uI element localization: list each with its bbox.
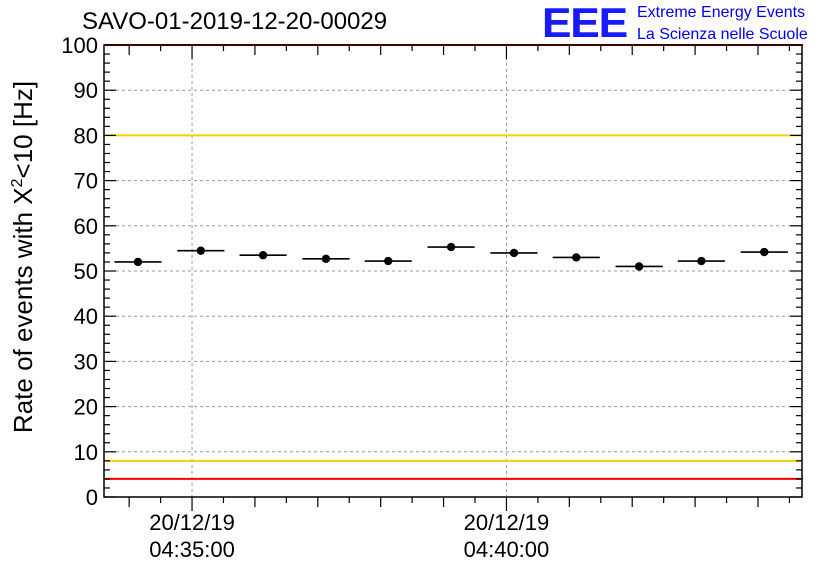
y-tick-label: 90 [74,78,98,103]
data-point [697,256,706,266]
y-tick-label: 60 [74,214,98,239]
y-tick-label: 30 [74,349,98,374]
data-point [258,250,268,260]
y-tick-label: 50 [74,259,98,284]
data-point [384,256,393,266]
y-axis: 0 10 20 30 40 50 60 70 80 90 100 [61,33,802,510]
data-series [114,242,788,271]
logo-line-project: Extreme Energy Events [637,4,806,21]
data-point [634,262,644,271]
y-axis-label: Rate of events with X2<10 [Hz] [8,81,38,433]
run-title: SAVO-01-2019-12-20-00029 [82,8,388,35]
x-tick-date: 20/12/19 [149,510,235,535]
y-tick-label: 20 [74,395,98,420]
data-point [572,253,581,262]
grid-lines [104,45,802,497]
data-point [196,246,206,255]
logo-line-tagline: La Scienza nelle Scuole [637,26,808,43]
data-point [760,247,769,257]
x-tick-time: 04:35:00 [149,537,235,562]
y-tick-label: 0 [86,485,98,510]
data-point [133,257,143,267]
y-tick-label: 10 [74,440,98,465]
y-tick-label: 100 [61,33,98,58]
y-tick-label: 40 [74,304,98,329]
eee-logo-mark: EEE [542,0,628,47]
x-tick-date: 20/12/19 [464,510,550,535]
y-tick-label: 80 [74,123,98,148]
data-point [446,242,456,252]
data-point [509,248,519,258]
data-point [321,254,331,263]
x-tick-time: 04:40:00 [464,537,550,562]
y-tick-label: 70 [74,169,98,194]
